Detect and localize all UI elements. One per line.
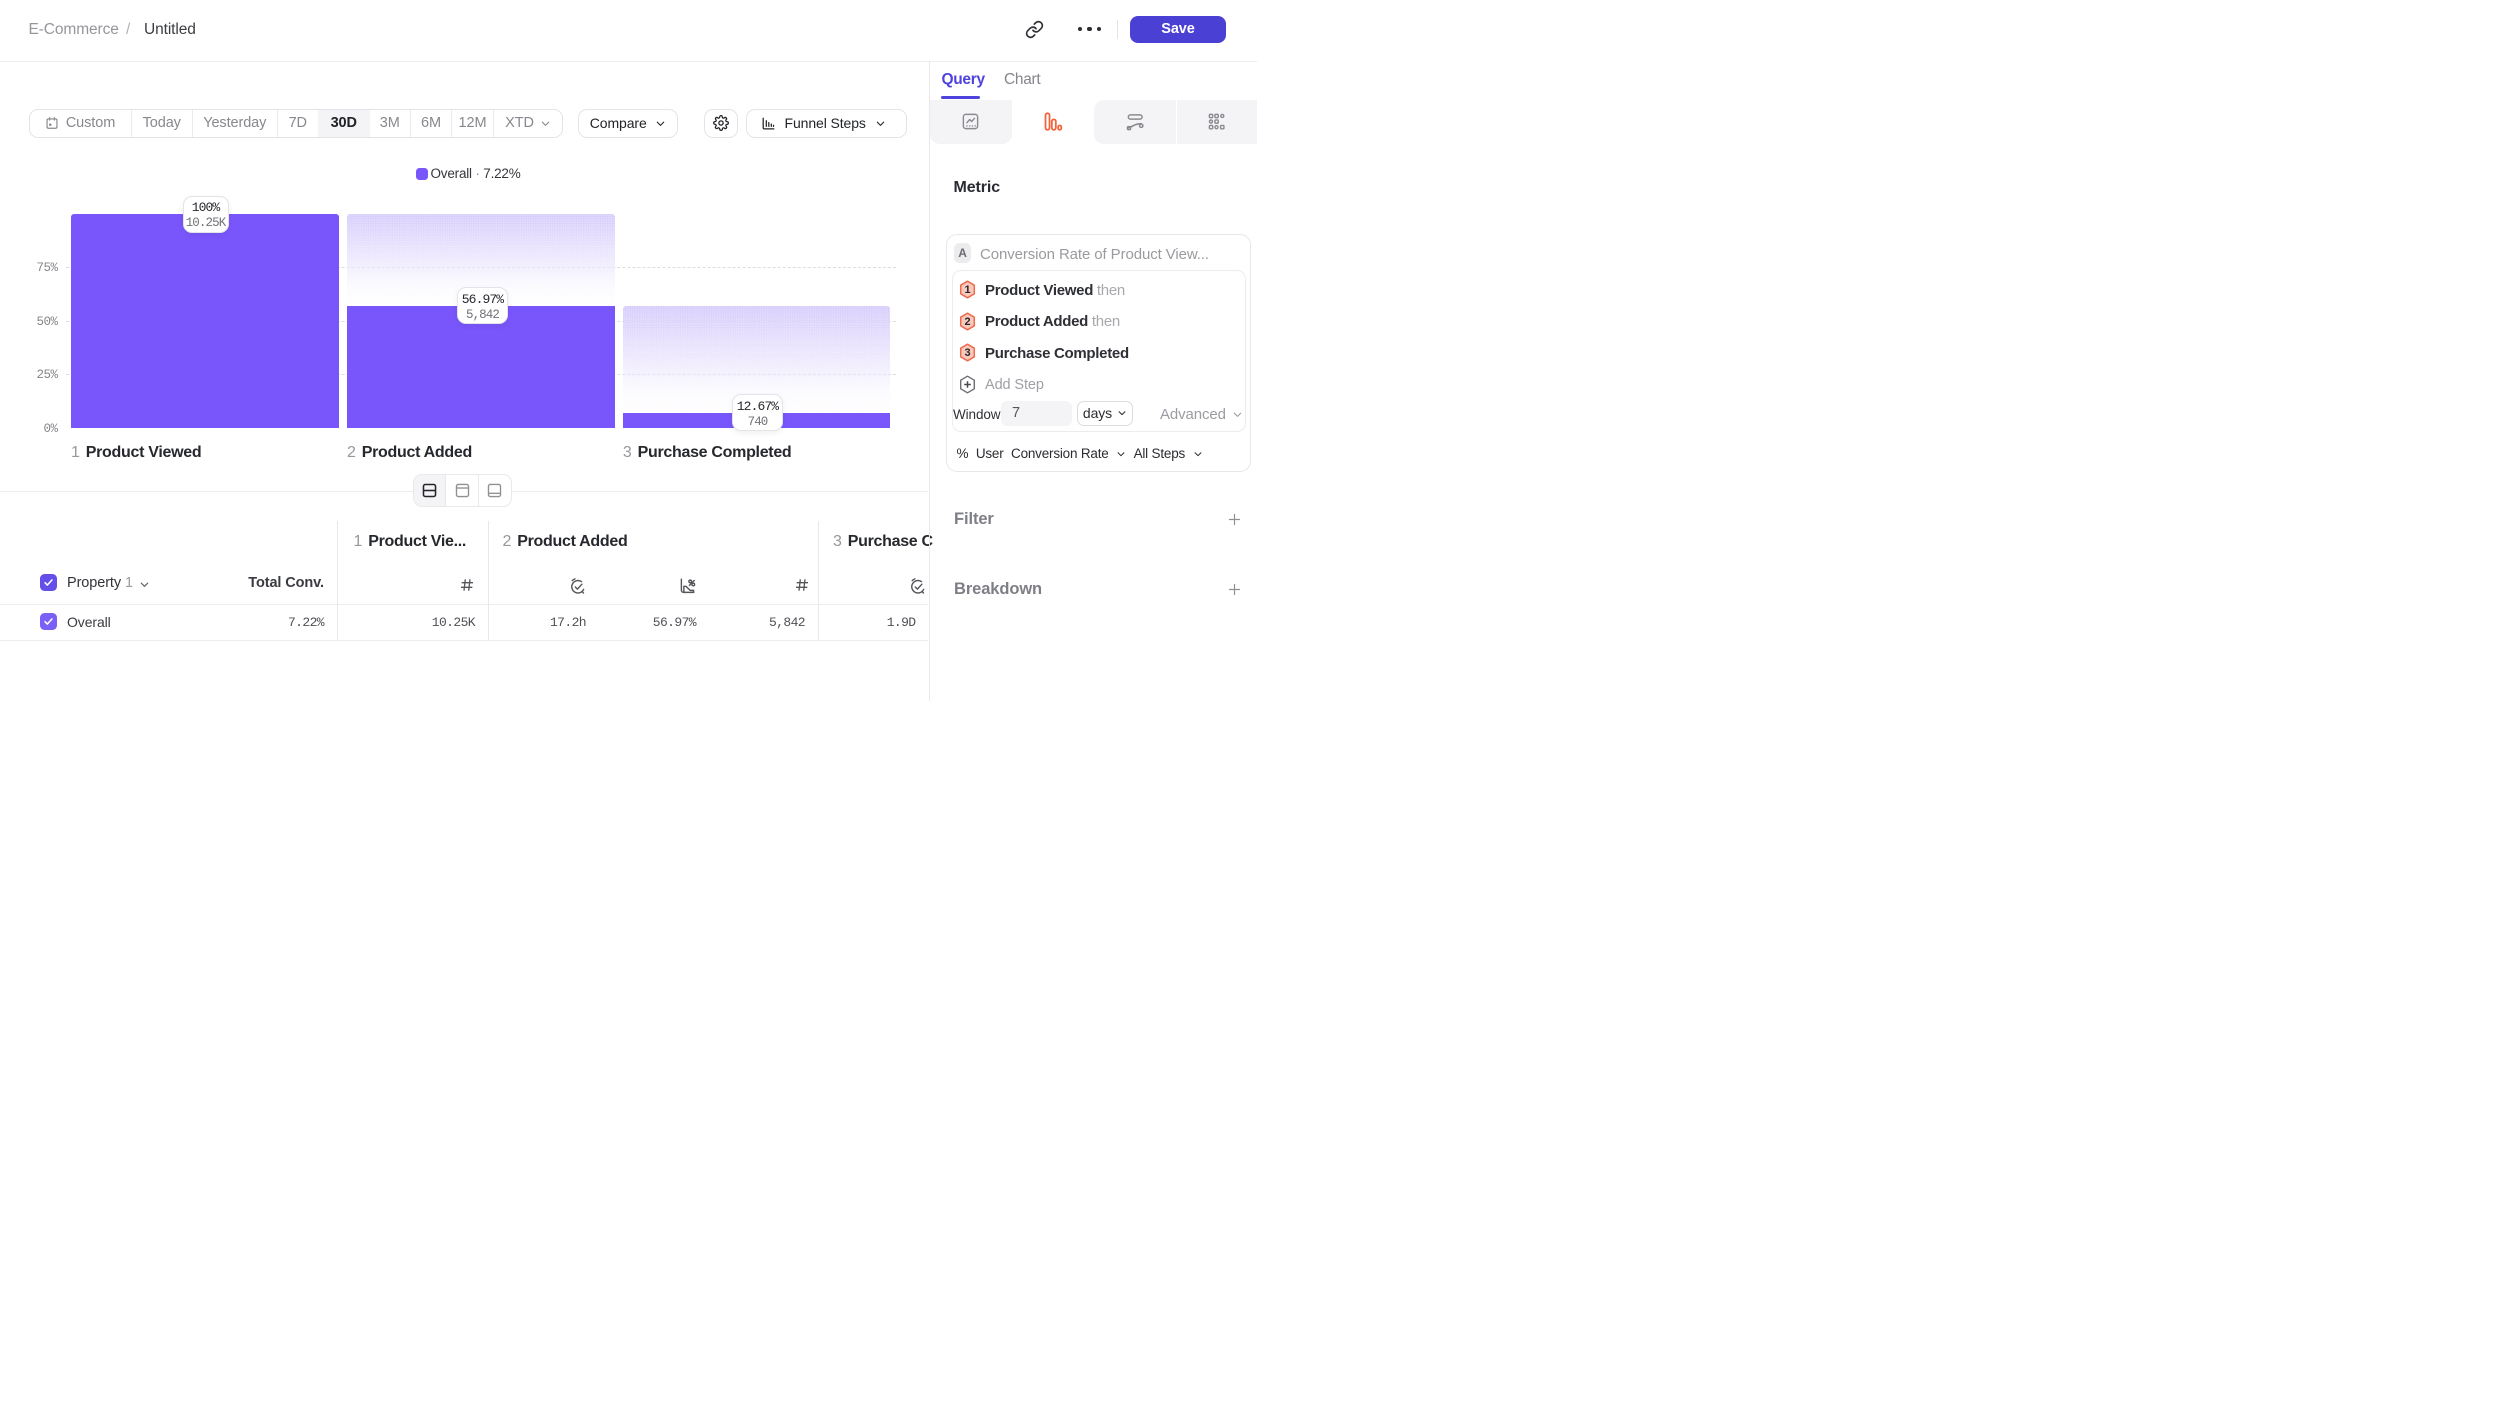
svg-text:3: 3 xyxy=(964,347,970,359)
svg-text:1: 1 xyxy=(964,284,970,296)
svg-text:2: 2 xyxy=(964,316,970,328)
